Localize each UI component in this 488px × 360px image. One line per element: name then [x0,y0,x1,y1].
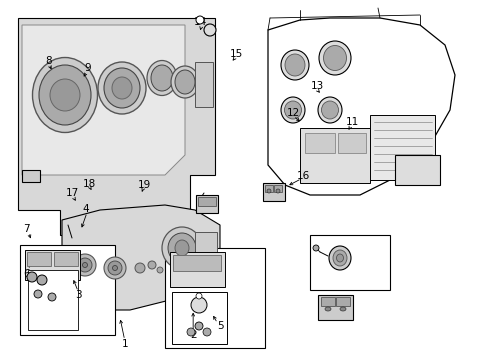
Text: 11: 11 [345,117,358,127]
Ellipse shape [281,50,308,80]
Text: 17: 17 [65,188,79,198]
Ellipse shape [321,101,338,119]
Bar [305,133,334,153]
Text: 1: 1 [121,339,128,349]
Ellipse shape [98,62,146,114]
Bar [28,270,78,330]
Text: 18: 18 [82,179,96,189]
Circle shape [34,290,42,298]
Text: 9: 9 [84,63,91,73]
Text: 6: 6 [23,269,30,279]
Ellipse shape [323,45,346,71]
Ellipse shape [317,97,341,123]
Bar [172,292,226,344]
Circle shape [196,293,202,299]
Bar [317,295,352,320]
Circle shape [157,267,163,273]
Circle shape [37,275,47,285]
Ellipse shape [168,233,196,263]
Ellipse shape [171,66,199,98]
Circle shape [186,328,195,336]
Ellipse shape [332,250,346,266]
Text: 15: 15 [229,49,243,59]
Ellipse shape [108,261,122,275]
Ellipse shape [104,68,140,108]
Polygon shape [267,18,454,195]
Circle shape [148,261,156,269]
Text: 3: 3 [75,290,81,300]
Bar [198,197,216,206]
Bar [337,133,365,153]
Bar [320,297,334,306]
Bar [164,248,264,348]
Bar [309,235,389,290]
Ellipse shape [74,254,96,276]
Bar [195,62,213,107]
Ellipse shape [275,189,280,193]
Bar [22,170,40,182]
Text: 7: 7 [23,224,30,234]
Polygon shape [22,25,184,175]
Text: 10: 10 [199,204,211,214]
Ellipse shape [147,60,177,95]
Text: 14: 14 [193,17,207,27]
Bar [27,252,51,266]
Polygon shape [18,18,215,235]
Text: 8: 8 [45,56,52,66]
Bar [20,245,115,335]
Ellipse shape [78,258,92,272]
Circle shape [312,245,318,251]
Circle shape [48,293,56,301]
Ellipse shape [339,307,346,311]
Bar [264,185,272,192]
Bar [54,252,78,266]
Bar [25,250,80,280]
Ellipse shape [336,254,343,262]
Text: 13: 13 [310,81,324,91]
Polygon shape [62,205,220,310]
Circle shape [27,272,37,282]
Ellipse shape [50,79,80,111]
Text: 19: 19 [137,180,151,190]
Text: 4: 4 [82,204,89,214]
Ellipse shape [112,77,132,99]
Ellipse shape [82,262,87,267]
Ellipse shape [266,189,270,193]
Text: 16: 16 [296,171,309,181]
Ellipse shape [318,41,350,75]
Ellipse shape [284,101,301,119]
Circle shape [195,322,203,330]
Ellipse shape [162,227,202,269]
Bar [335,297,349,306]
Bar [299,128,369,183]
Circle shape [191,297,206,313]
Ellipse shape [112,266,117,270]
Bar [394,155,439,185]
Circle shape [203,328,210,336]
Ellipse shape [281,97,305,123]
Ellipse shape [32,58,97,132]
Text: 12: 12 [286,108,300,118]
Ellipse shape [325,307,330,311]
Ellipse shape [151,65,173,91]
Bar [369,115,434,180]
Bar [170,252,224,287]
Ellipse shape [328,246,350,270]
Bar [273,185,282,192]
Text: 2: 2 [189,330,196,340]
Circle shape [196,16,203,24]
Bar [195,232,217,264]
Bar [263,183,285,201]
Ellipse shape [175,240,189,256]
Circle shape [203,24,216,36]
Ellipse shape [104,257,126,279]
Circle shape [135,263,145,273]
Ellipse shape [285,54,305,76]
Ellipse shape [175,70,195,94]
Text: 5: 5 [216,321,223,331]
Ellipse shape [39,65,91,125]
Bar [173,255,221,271]
Bar [196,195,218,213]
